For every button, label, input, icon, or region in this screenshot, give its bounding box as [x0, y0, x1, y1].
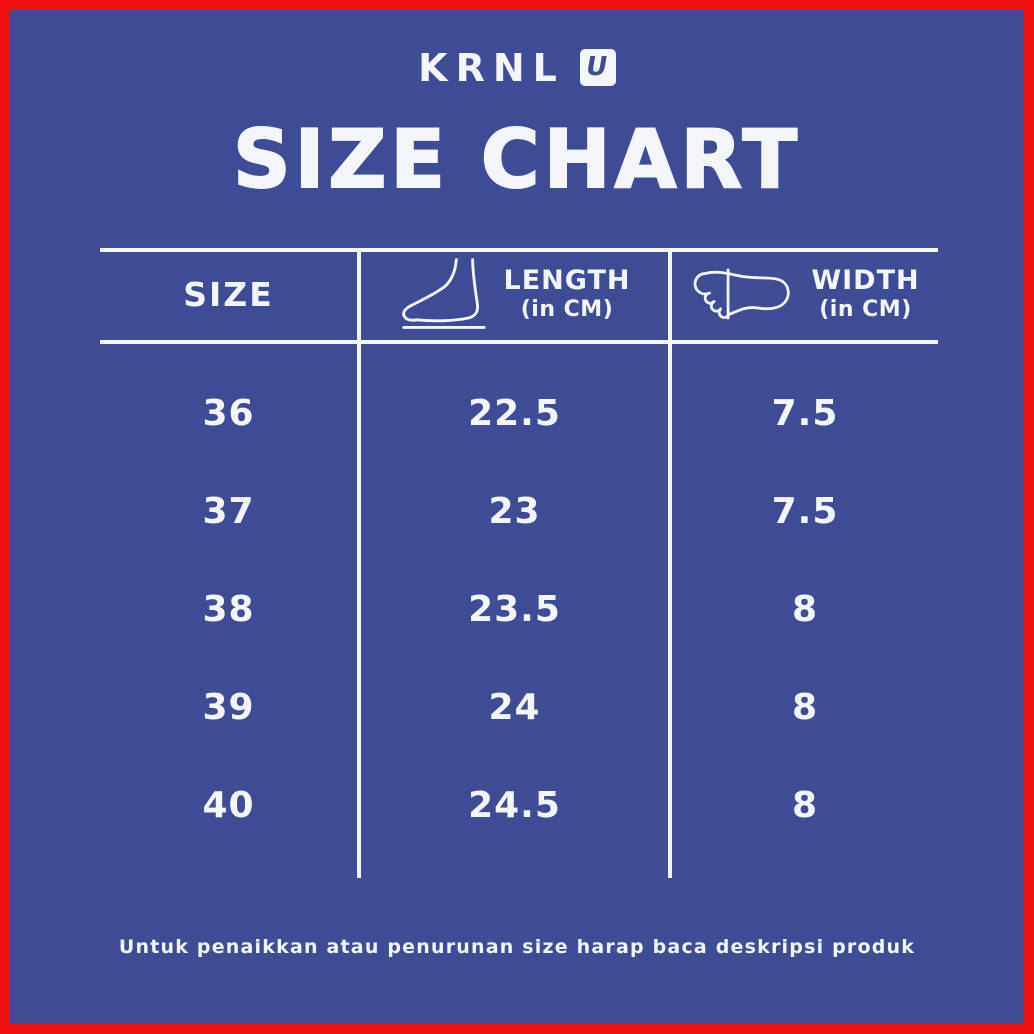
table-cell-width: 8 [791, 686, 819, 728]
length-header-label: LENGTH [503, 264, 631, 296]
table-cell-size: 38 [202, 588, 255, 630]
column-width: WIDTH (in CM) 7.5 7.5 8 8 8 [672, 248, 938, 878]
width-header-unit: (in CM) [819, 297, 912, 323]
table-cell-length: 22.5 [468, 392, 561, 434]
brand-mark-letter: U [583, 52, 611, 82]
table-cell-size: 39 [202, 686, 255, 728]
width-header-text: WIDTH (in CM) [811, 264, 920, 323]
page-title: SIZE CHART [232, 113, 802, 206]
brand-mark-icon: U [579, 48, 616, 86]
table-cell-width: 8 [791, 588, 819, 630]
table-cell-length: 23.5 [468, 588, 561, 630]
length-header-text: LENGTH (in CM) [503, 264, 631, 323]
table-cell-size: 37 [202, 490, 255, 532]
foot-side-icon [399, 255, 487, 333]
table-top-rule [100, 248, 938, 252]
header-cell-width: WIDTH (in CM) [672, 248, 938, 340]
width-header-label: WIDTH [811, 264, 920, 296]
length-header-unit: (in CM) [520, 297, 614, 323]
footer-note: Untuk penaikkan atau penurunan size hara… [118, 936, 916, 958]
column-width-cells: 7.5 7.5 8 8 8 [672, 340, 938, 878]
header-cell-size: SIZE [100, 248, 357, 340]
foot-sole-icon [690, 265, 794, 323]
column-size-cells: 36 37 38 39 40 [100, 340, 357, 878]
table-cell-width: 7.5 [771, 490, 839, 532]
table-cell-length: 24.5 [468, 784, 561, 826]
column-size: SIZE 36 37 38 39 40 [100, 248, 357, 878]
table-cell-length: 24 [488, 686, 541, 728]
column-length: LENGTH (in CM) 22.5 23 23.5 24 24.5 [357, 248, 672, 878]
table-cell-length: 23 [488, 490, 541, 532]
brand-logo: KRNL U [10, 46, 1024, 90]
table-header-rule [100, 340, 938, 344]
size-table: SIZE 36 37 38 39 40 LENGTH (in CM) 22.5 23 23.… [100, 248, 938, 878]
size-header-label: SIZE [183, 274, 274, 314]
table-cell-size: 40 [202, 784, 255, 826]
column-length-cells: 22.5 23 23.5 24 24.5 [361, 340, 668, 878]
table-cell-width: 7.5 [771, 392, 839, 434]
brand-name: KRNL [418, 46, 565, 90]
table-cell-width: 8 [791, 784, 819, 826]
table-cell-size: 36 [202, 392, 255, 434]
header-cell-length: LENGTH (in CM) [361, 248, 668, 340]
